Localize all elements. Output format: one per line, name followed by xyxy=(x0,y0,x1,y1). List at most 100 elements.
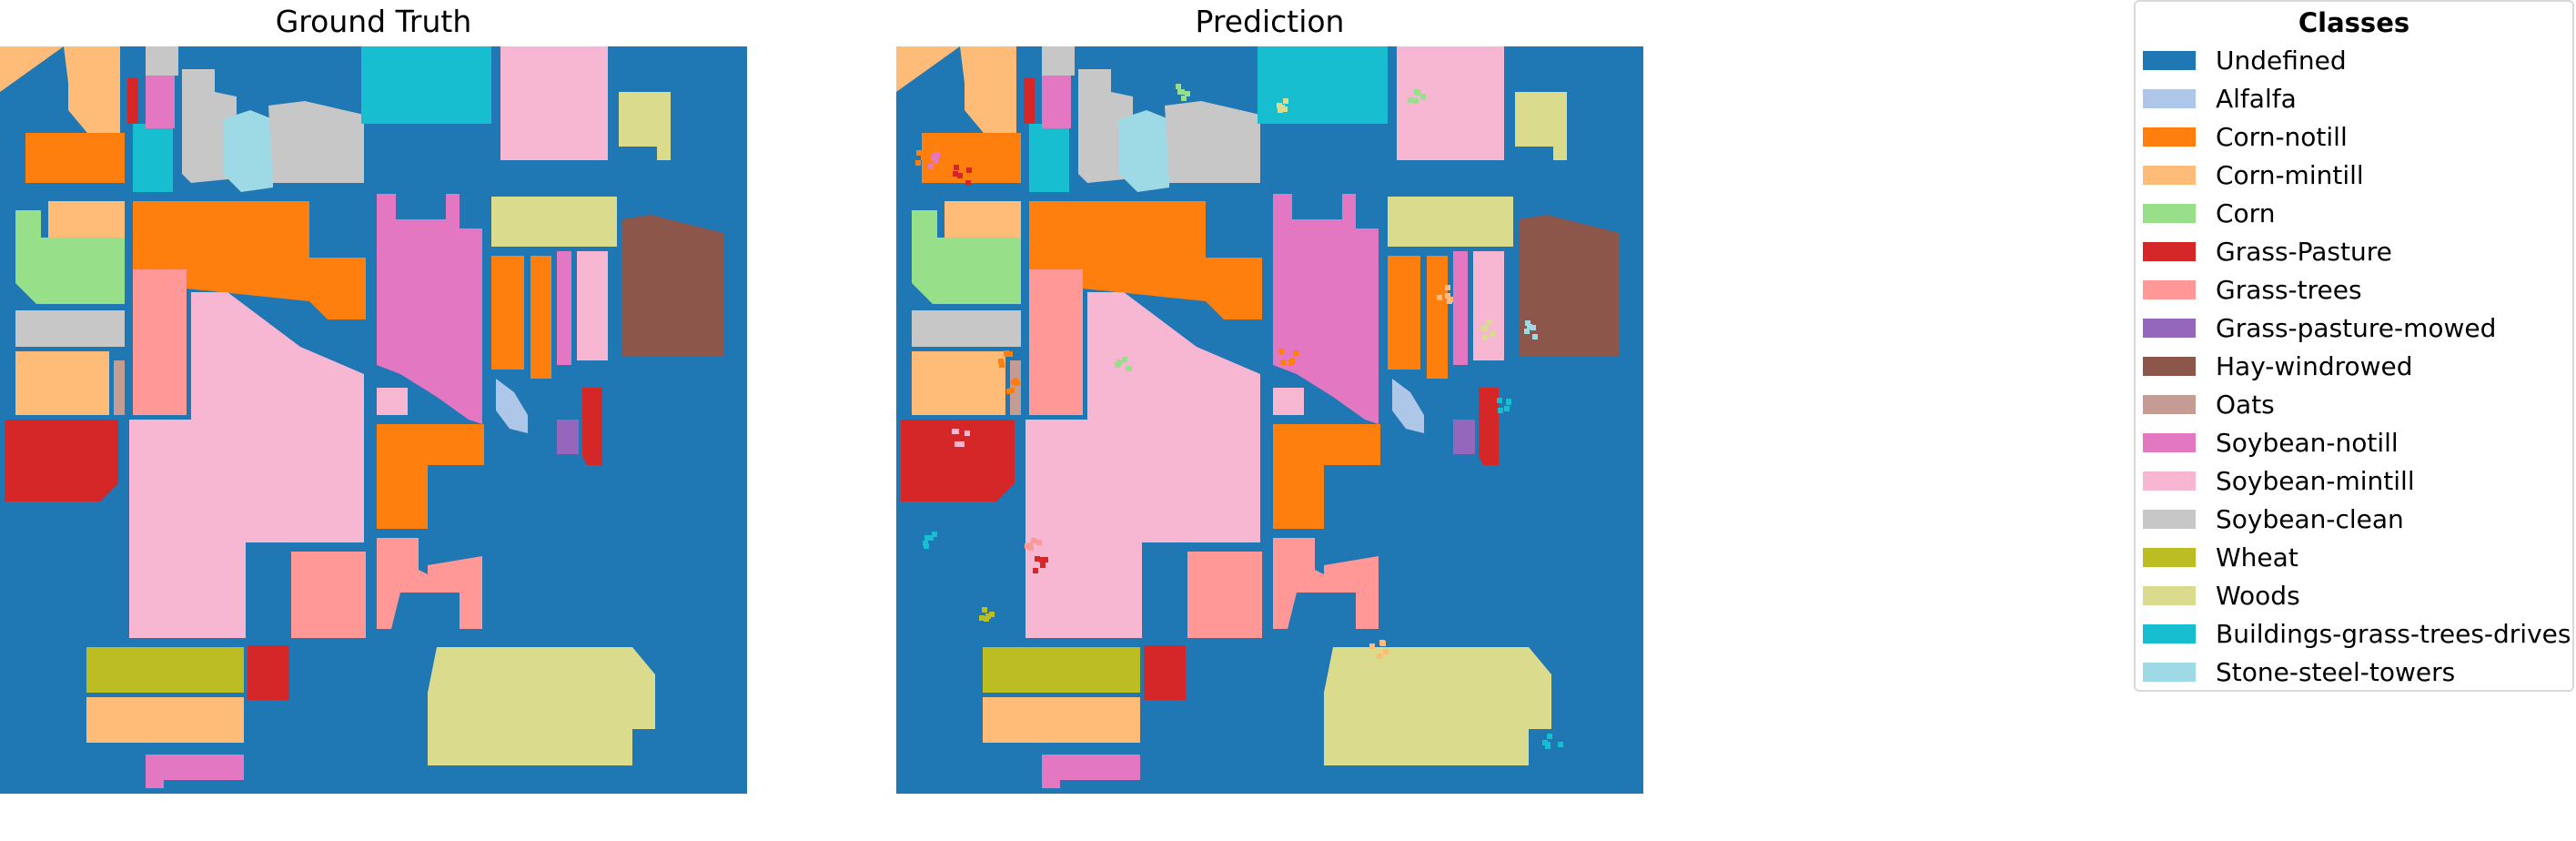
prediction-noise-pixel xyxy=(1283,98,1288,104)
legend-label: Grass-pasture-mowed xyxy=(2216,312,2497,343)
prediction-noise-pixel xyxy=(1036,540,1042,545)
prediction-noise-pixel xyxy=(1448,297,1453,302)
prediction-region xyxy=(912,351,1005,415)
prediction-region xyxy=(1273,424,1380,529)
prediction-noise-pixel xyxy=(1027,542,1033,548)
prediction-noise-pixel xyxy=(1130,388,1136,393)
legend-label: Grass-trees xyxy=(2216,274,2362,305)
prediction-region xyxy=(1392,379,1424,433)
prediction-region xyxy=(960,46,1016,137)
prediction-noise-pixel xyxy=(1131,380,1136,386)
legend-swatch xyxy=(2143,127,2196,147)
ground-truth-region xyxy=(500,46,608,160)
legend-swatch xyxy=(2143,509,2196,529)
legend-entry: Grass-pasture-mowed xyxy=(2143,309,2496,347)
prediction-region xyxy=(1042,76,1071,128)
legend-label: Buildings-grass-trees-drives xyxy=(2216,618,2571,649)
prediction-noise-pixel xyxy=(1288,360,1294,366)
prediction-noise-pixel xyxy=(1033,568,1038,573)
legend-entry: Corn-notill xyxy=(2143,117,2348,156)
legend-label: Alfalfa xyxy=(2216,83,2297,114)
legend-entry: Soybean-clean xyxy=(2143,500,2404,538)
legend-swatch xyxy=(2143,471,2196,491)
legend-swatch xyxy=(2143,432,2196,452)
legend-entry: Grass-Pasture xyxy=(2143,232,2392,270)
ground-truth-region xyxy=(15,351,109,415)
legend-label: Soybean-mintill xyxy=(2216,465,2415,496)
prediction-noise-pixel xyxy=(1177,89,1183,95)
ground-truth-region xyxy=(133,269,187,415)
prediction-noise-pixel xyxy=(1545,744,1551,749)
ground-truth-region xyxy=(127,78,138,124)
prediction-map xyxy=(896,46,1643,794)
legend-label: Oats xyxy=(2216,389,2275,420)
prediction-region xyxy=(1042,755,1140,788)
legend-label: Wheat xyxy=(2216,542,2298,572)
prediction-noise-pixel xyxy=(1040,562,1046,568)
legend-entry: Soybean-notill xyxy=(2143,423,2399,461)
prediction-noise-pixel xyxy=(957,173,963,178)
prediction-noise-pixel xyxy=(1482,335,1488,340)
prediction-region xyxy=(1144,645,1186,700)
legend-entry: Soybean-mintill xyxy=(2143,461,2415,500)
ground-truth-title: Ground Truth xyxy=(275,4,472,39)
prediction-noise-pixel xyxy=(1278,349,1284,354)
legend-entry: Stone-steel-towers xyxy=(2143,653,2455,691)
prediction-noise-pixel xyxy=(931,155,936,160)
ground-truth-region xyxy=(86,697,244,743)
ground-truth-region xyxy=(582,388,602,465)
legend-entry: Grass-trees xyxy=(2143,270,2362,309)
prediction-region xyxy=(1519,215,1620,356)
legend-label: Woods xyxy=(2216,580,2300,611)
prediction-noise-pixel xyxy=(1126,366,1131,371)
ground-truth-region xyxy=(129,420,246,638)
prediction-noise-pixel xyxy=(1445,293,1450,299)
prediction-canvas xyxy=(896,46,1643,794)
ground-truth-region xyxy=(86,647,244,693)
prediction-region xyxy=(1042,46,1075,76)
legend-swatch xyxy=(2143,318,2196,338)
prediction-noise-pixel xyxy=(999,362,1005,368)
prediction-noise-pixel xyxy=(924,153,929,158)
prediction-noise-pixel xyxy=(1547,734,1552,739)
legend-swatch xyxy=(2143,50,2196,70)
ground-truth-region xyxy=(377,538,428,629)
prediction-noise-pixel xyxy=(965,431,970,436)
ground-truth-region xyxy=(146,46,178,76)
legend-label: Hay-windrowed xyxy=(2216,350,2413,381)
ground-truth-region xyxy=(530,256,551,379)
ground-truth-canvas xyxy=(0,46,747,794)
classes-legend: Classes Undefined Alfalfa Corn-notill Corn-… xyxy=(2134,0,2574,692)
prediction-noise-pixel xyxy=(1532,334,1538,339)
prediction-noise-pixel xyxy=(1280,360,1286,365)
prediction-noise-pixel xyxy=(1009,388,1015,393)
prediction-noise-pixel xyxy=(1408,97,1413,103)
legend-entry: Alfalfa xyxy=(2143,79,2297,117)
legend-entry: Corn-mintill xyxy=(2143,156,2364,194)
ground-truth-region xyxy=(491,197,617,247)
legend-label: Corn-mintill xyxy=(2216,159,2364,190)
legend-label: Corn-notill xyxy=(2216,121,2348,152)
prediction-noise-pixel xyxy=(1122,357,1127,362)
prediction-noise-pixel xyxy=(1498,408,1503,413)
prediction-region xyxy=(1273,538,1324,629)
prediction-noise-pixel xyxy=(1437,295,1442,300)
prediction-noise-pixel xyxy=(1279,105,1285,110)
ground-truth-region xyxy=(557,420,579,454)
prediction-noise-pixel xyxy=(932,532,937,537)
ground-truth-region xyxy=(496,379,528,433)
legend-label: Undefined xyxy=(2216,45,2347,76)
prediction-noise-pixel xyxy=(1525,320,1530,326)
legend-title: Classes xyxy=(2298,7,2410,38)
legend-label: Soybean-clean xyxy=(2216,503,2404,534)
prediction-noise-pixel xyxy=(1497,398,1502,403)
ground-truth-region xyxy=(223,110,273,192)
prediction-region xyxy=(1453,251,1468,365)
prediction-region xyxy=(1388,197,1513,247)
prediction-region xyxy=(1258,46,1388,124)
legend-entry: Corn xyxy=(2143,194,2275,232)
prediction-noise-pixel xyxy=(959,441,965,447)
ground-truth-region xyxy=(5,420,118,502)
prediction-noise-pixel xyxy=(1176,84,1181,89)
prediction-noise-pixel xyxy=(933,158,938,164)
